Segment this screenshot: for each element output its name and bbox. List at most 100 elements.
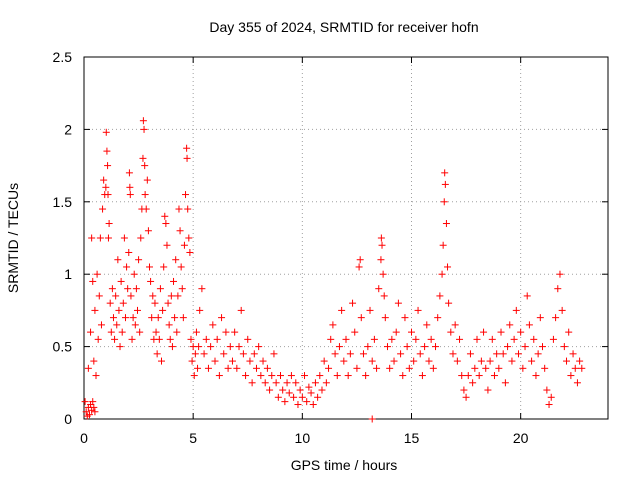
data-point <box>128 335 136 343</box>
data-point <box>161 212 169 220</box>
data-point <box>218 314 226 322</box>
data-point <box>490 372 498 380</box>
data-point <box>185 234 193 242</box>
data-point <box>333 372 341 380</box>
data-point <box>471 364 479 372</box>
data-point <box>104 191 112 199</box>
data-point <box>194 364 202 372</box>
data-point <box>307 389 315 397</box>
data-point <box>519 364 527 372</box>
data-point <box>207 343 215 351</box>
data-point <box>88 234 96 242</box>
data-point <box>209 321 217 329</box>
data-point <box>174 292 182 300</box>
data-point <box>421 343 429 351</box>
data-point <box>399 372 407 380</box>
data-point <box>545 401 553 409</box>
data-point <box>113 321 121 329</box>
data-point <box>233 364 241 372</box>
data-point <box>377 234 385 242</box>
data-point <box>224 364 232 372</box>
data-point <box>571 364 579 372</box>
data-point <box>565 328 573 336</box>
data-point <box>309 401 317 409</box>
y-axis-label: SRMTID / TECUs <box>5 183 21 293</box>
data-point <box>263 364 271 372</box>
data-point <box>547 393 555 401</box>
data-point <box>173 328 181 336</box>
data-point <box>469 379 477 387</box>
data-point <box>124 285 132 293</box>
x-tick-label: 15 <box>404 430 420 446</box>
data-point <box>410 357 418 365</box>
data-point <box>514 350 522 358</box>
data-point <box>165 321 173 329</box>
data-point <box>183 144 191 152</box>
data-point <box>112 292 120 300</box>
data-point <box>567 372 575 380</box>
data-point <box>563 357 571 365</box>
data-point <box>125 169 133 177</box>
data-point <box>338 306 346 314</box>
data-point <box>532 372 540 380</box>
data-point <box>102 183 110 191</box>
data-point <box>543 386 551 394</box>
data-points <box>81 117 586 423</box>
data-point <box>327 335 335 343</box>
data-point <box>108 285 116 293</box>
data-point <box>556 270 564 278</box>
data-point <box>578 364 586 372</box>
data-point <box>248 379 256 387</box>
x-tick-label: 20 <box>513 430 529 446</box>
data-point <box>246 357 254 365</box>
data-point <box>486 357 494 365</box>
chart-title: Day 355 of 2024, SRMTID for receiver hof… <box>209 19 478 35</box>
data-point <box>501 379 509 387</box>
data-point <box>179 314 187 322</box>
data-point <box>558 306 566 314</box>
data-point <box>392 328 400 336</box>
data-point <box>170 277 178 285</box>
data-point <box>172 256 180 264</box>
data-point <box>394 299 402 307</box>
data-point <box>528 357 536 365</box>
data-point <box>158 357 166 365</box>
data-point <box>517 328 525 336</box>
x-axis-label: GPS time / hours <box>291 457 398 473</box>
data-point <box>146 263 153 271</box>
data-point <box>103 147 111 155</box>
data-point <box>373 364 381 372</box>
data-point <box>228 357 236 365</box>
data-point <box>279 386 287 394</box>
data-point <box>132 285 140 293</box>
data-point <box>357 314 365 322</box>
data-point <box>521 343 529 351</box>
data-point <box>445 299 453 307</box>
data-point <box>104 162 112 170</box>
data-point <box>237 306 245 314</box>
data-point <box>495 364 503 372</box>
data-point <box>160 263 168 271</box>
data-point <box>379 270 387 278</box>
data-point <box>89 277 97 285</box>
data-point <box>222 328 230 336</box>
data-point <box>152 328 160 336</box>
y-tick-label: 0.5 <box>53 339 73 355</box>
x-tick-label: 5 <box>189 430 197 446</box>
data-point <box>255 343 263 351</box>
data-point <box>149 292 157 300</box>
data-point <box>506 321 514 329</box>
data-point <box>163 241 171 249</box>
data-point <box>226 343 234 351</box>
data-point <box>439 241 447 249</box>
data-point <box>401 314 409 322</box>
data-point <box>200 350 208 358</box>
data-point <box>482 364 490 372</box>
data-point <box>144 227 152 235</box>
data-point <box>94 335 102 343</box>
x-tick-labels: 0 5 10 15 20 <box>80 430 529 446</box>
data-point <box>167 292 175 300</box>
data-point <box>135 256 143 264</box>
data-point <box>464 372 472 380</box>
data-point <box>510 335 518 343</box>
